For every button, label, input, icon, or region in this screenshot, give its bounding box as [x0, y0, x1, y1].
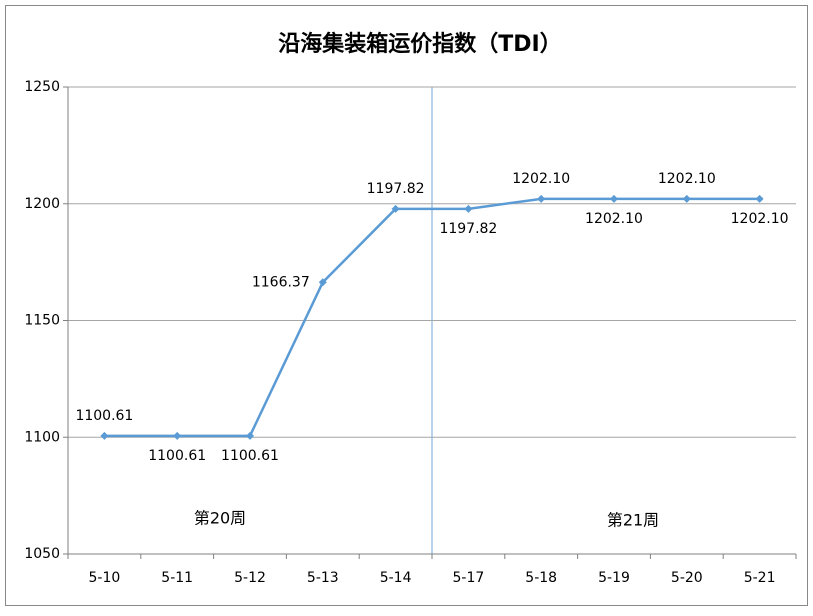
chart-border [5, 5, 808, 606]
point [391, 204, 400, 213]
data-label: 1100.61 [221, 448, 279, 464]
data-label: 1202.10 [585, 211, 643, 227]
data-label: 1202.10 [731, 211, 789, 227]
y-tick-label: 1050 [24, 546, 60, 562]
point [682, 194, 691, 203]
y-tick-label: 1150 [24, 313, 60, 329]
data-label: 1197.82 [367, 181, 425, 197]
data-label: 1100.61 [148, 448, 206, 464]
series-line [104, 197, 760, 438]
data-label: 1197.82 [439, 221, 497, 237]
point [537, 194, 546, 203]
data-label: 1166.37 [252, 274, 310, 290]
point [610, 194, 618, 203]
annotation: 第21周 [607, 511, 659, 530]
point [464, 204, 473, 213]
point [755, 194, 764, 203]
data-label: 1202.10 [658, 171, 716, 187]
x-tick-label: 5-17 [453, 570, 485, 586]
x-tick-label: 5-13 [307, 570, 339, 586]
x-tick-label: 5-19 [598, 570, 630, 586]
x-tick-label: 5-10 [89, 570, 121, 586]
data-label: 1100.61 [75, 408, 133, 424]
x-tick-label: 5-14 [380, 570, 412, 586]
y-tick-label: 1200 [24, 196, 60, 212]
y-tick-label: 1100 [24, 429, 60, 445]
annotation: 第20周 [194, 509, 246, 528]
point [173, 431, 182, 440]
x-tick-label: 5-20 [671, 570, 703, 586]
x-tick-label: 5-11 [161, 570, 193, 586]
point [246, 431, 254, 440]
x-tick-label: 5-18 [525, 570, 557, 586]
x-tick-label: 5-21 [744, 570, 776, 586]
point [318, 278, 327, 287]
point [100, 431, 109, 440]
y-tick-label: 1250 [24, 79, 60, 95]
data-label: 1202.10 [512, 171, 570, 187]
chart-title: 沿海集装箱运价指数（TDI） [278, 31, 561, 57]
x-tick-label: 5-12 [234, 570, 266, 586]
